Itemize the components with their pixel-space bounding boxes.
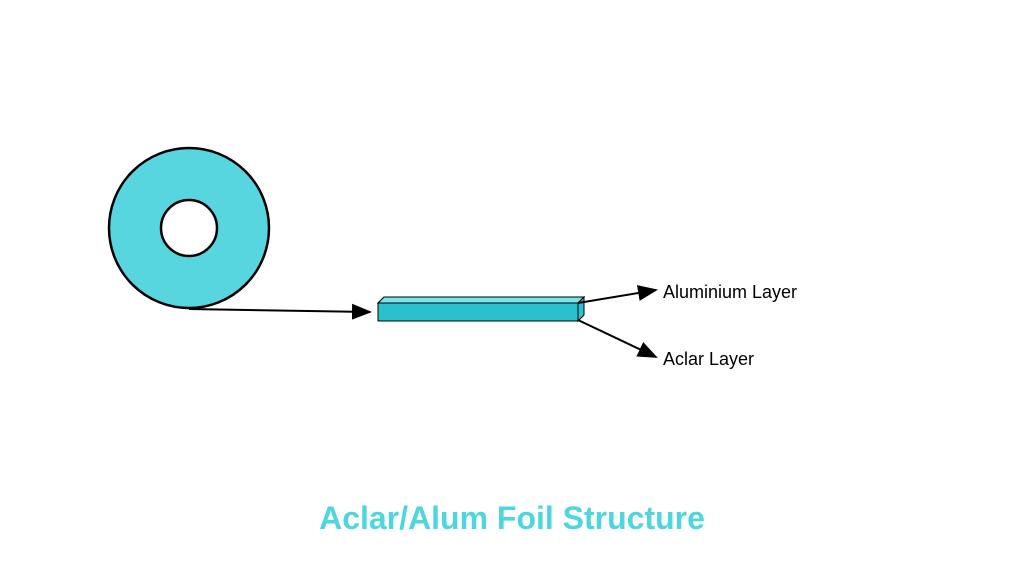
diagram-svg <box>0 0 1024 576</box>
diagram-title: Aclar/Alum Foil Structure <box>0 500 1024 537</box>
foil-strip <box>378 297 584 321</box>
label-aluminium-layer: Aluminium Layer <box>663 282 797 303</box>
diagram-canvas: Aclar/Alum Foil Structure Aluminium Laye… <box>0 0 1024 576</box>
foil-roll <box>109 148 269 308</box>
label-aclar-layer: Aclar Layer <box>663 349 754 370</box>
